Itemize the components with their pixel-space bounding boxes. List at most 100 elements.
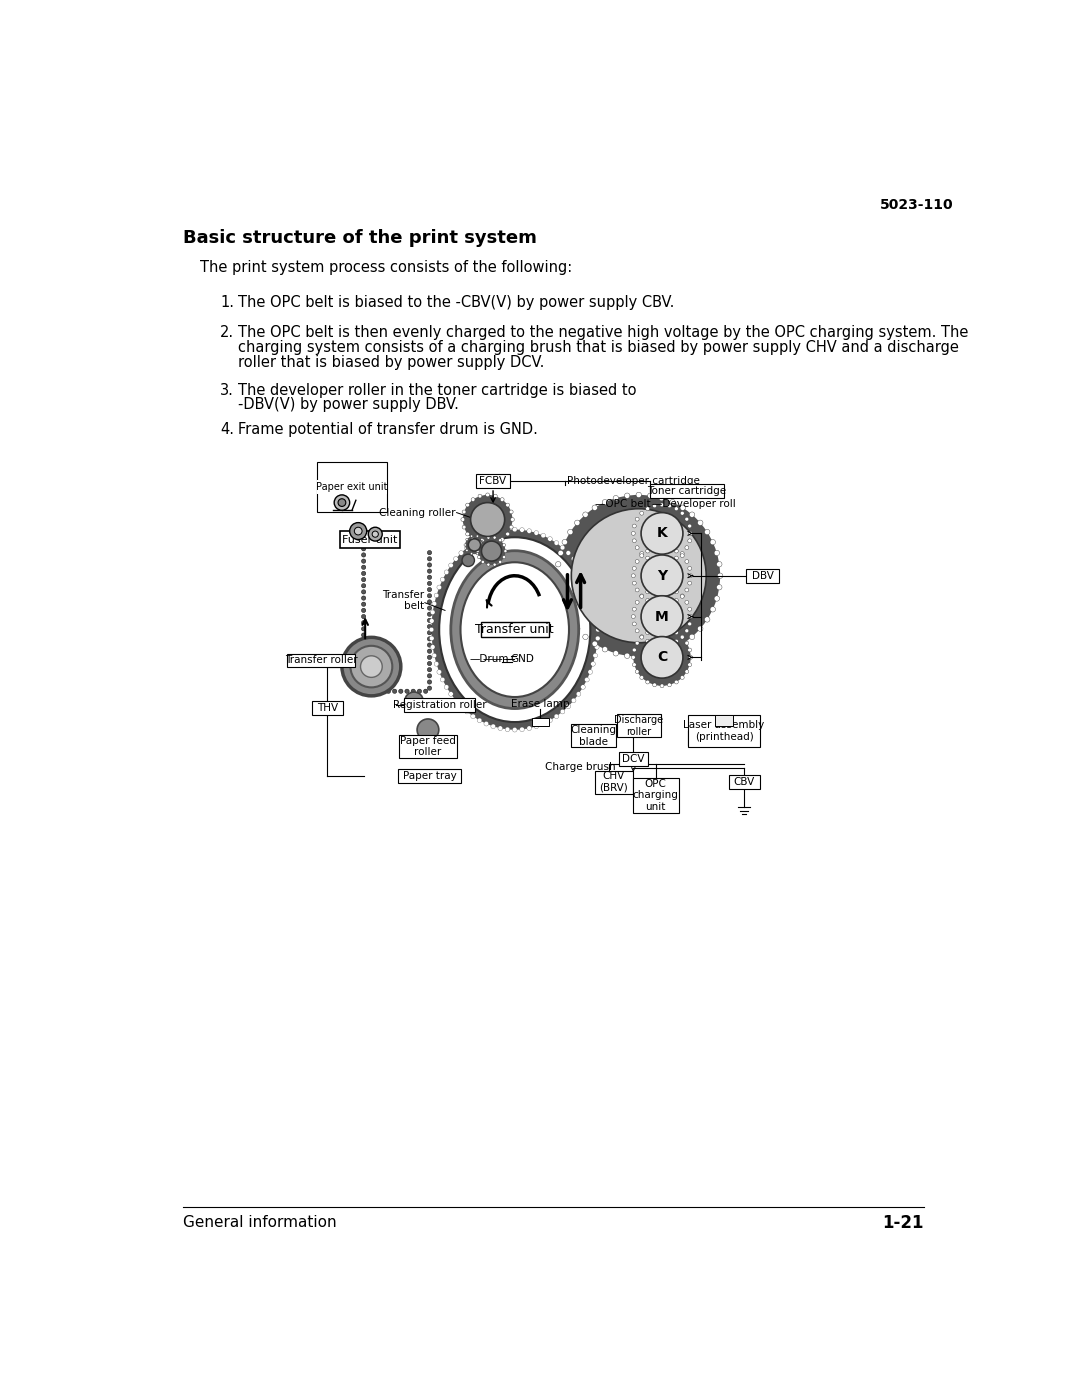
Circle shape [464,543,467,546]
Circle shape [476,553,478,555]
Circle shape [593,602,597,606]
Text: —OPC belt: —OPC belt [595,499,651,509]
Circle shape [430,619,434,623]
Circle shape [362,559,366,563]
Circle shape [437,585,442,590]
Circle shape [667,504,672,507]
Text: roller that is biased by power supply DCV.: roller that is biased by power supply DC… [238,355,544,370]
Circle shape [680,641,686,647]
Circle shape [510,525,513,529]
Bar [287,654,355,668]
Circle shape [454,556,458,562]
Circle shape [399,689,403,693]
Text: Photodeveloper cartridge: Photodeveloper cartridge [567,476,700,486]
Circle shape [667,546,672,550]
Circle shape [642,637,683,678]
Circle shape [596,627,600,631]
Circle shape [362,571,366,576]
Circle shape [575,626,580,631]
Text: 1-21: 1-21 [882,1214,924,1232]
Circle shape [462,555,474,567]
Circle shape [428,594,432,598]
Circle shape [428,680,432,685]
Text: Basic structure of the print system: Basic structure of the print system [183,229,537,247]
Text: CBV: CBV [733,777,755,787]
Text: Paper exit unit: Paper exit unit [316,482,388,492]
Circle shape [465,503,470,507]
Circle shape [710,606,715,612]
Circle shape [428,686,432,690]
Circle shape [494,541,497,545]
Circle shape [635,641,639,645]
Bar [619,752,648,766]
Circle shape [477,556,481,559]
Circle shape [652,601,657,605]
Bar [318,462,387,513]
Circle shape [555,573,561,578]
Circle shape [633,662,636,666]
Bar [746,569,779,583]
Circle shape [350,522,367,539]
Circle shape [648,493,653,499]
Circle shape [430,644,435,650]
Circle shape [635,629,639,633]
Circle shape [674,556,678,560]
Circle shape [477,718,482,722]
Circle shape [577,563,581,567]
Circle shape [633,608,636,610]
Circle shape [685,546,689,549]
Circle shape [465,535,484,555]
Circle shape [491,724,496,729]
Circle shape [484,721,488,726]
Circle shape [361,655,382,678]
Circle shape [471,538,475,542]
Circle shape [477,543,481,546]
Circle shape [561,545,565,550]
Circle shape [491,531,496,535]
Circle shape [688,566,691,570]
Circle shape [477,538,505,564]
Circle shape [512,527,517,532]
Text: Cleaning roller: Cleaning roller [379,507,456,518]
Text: Y: Y [657,569,667,583]
Bar [649,485,724,497]
Bar [339,531,400,548]
Circle shape [362,566,366,570]
Circle shape [639,676,644,679]
Circle shape [646,549,649,553]
Ellipse shape [450,550,579,708]
Circle shape [362,584,366,588]
Circle shape [652,683,657,687]
Circle shape [698,520,703,525]
Circle shape [482,560,484,563]
Circle shape [680,553,685,557]
Circle shape [646,680,649,685]
Circle shape [362,553,366,557]
Circle shape [633,524,636,528]
Circle shape [685,629,689,633]
Circle shape [688,581,691,585]
Circle shape [717,573,723,578]
Bar [571,725,617,747]
Circle shape [483,543,485,546]
Circle shape [635,588,639,592]
Circle shape [624,652,630,658]
Circle shape [437,669,442,675]
Circle shape [428,643,432,647]
Circle shape [430,610,435,615]
Circle shape [652,643,657,645]
Circle shape [633,648,636,652]
Circle shape [428,563,432,567]
Text: OPC
charging
unit: OPC charging unit [633,778,678,812]
Circle shape [486,493,489,497]
Circle shape [633,581,636,585]
Circle shape [362,651,366,655]
Circle shape [494,536,496,539]
Circle shape [558,550,564,556]
Circle shape [558,597,564,601]
Circle shape [593,654,597,658]
Circle shape [481,549,483,552]
Circle shape [448,692,454,696]
Circle shape [633,504,691,562]
Circle shape [660,503,664,507]
